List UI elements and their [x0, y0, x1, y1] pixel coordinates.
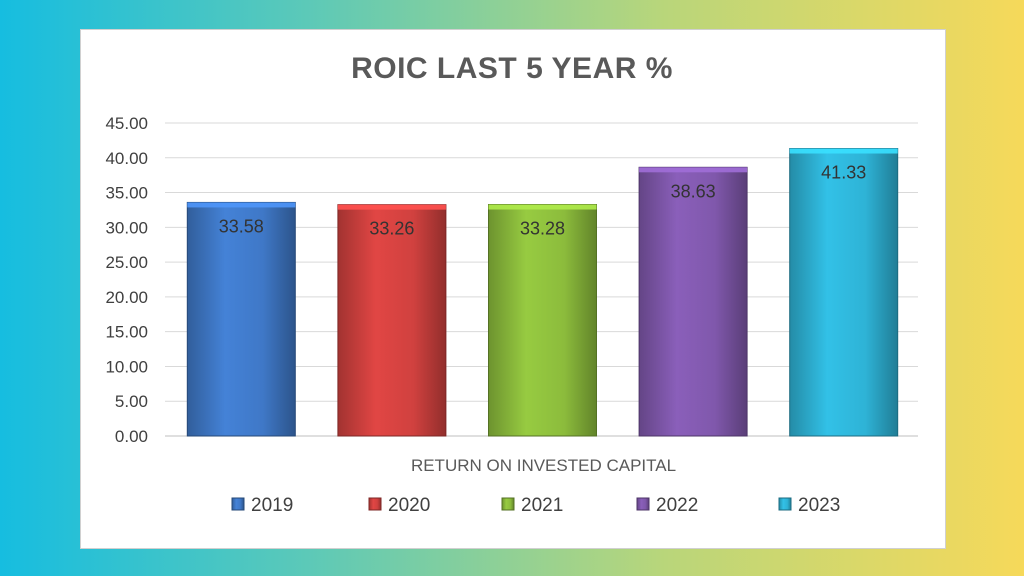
y-tick-label: 25.00 [105, 253, 148, 272]
legend-swatch-2023 [778, 497, 792, 511]
y-tick-label: 35.00 [105, 184, 148, 203]
y-tick-label: 30.00 [105, 218, 148, 237]
legend-label: 2020 [388, 495, 430, 516]
bar-top-2022 [639, 167, 748, 173]
bar-2022[interactable] [638, 166, 748, 437]
legend-swatch-2019 [231, 497, 245, 511]
bar-top-2023 [789, 148, 898, 154]
bar-2021[interactable] [488, 204, 597, 437]
bar-top-2021 [488, 204, 597, 210]
data-label: 33.26 [369, 219, 414, 239]
legend-label: 2019 [251, 495, 293, 516]
data-label: 33.28 [520, 219, 565, 239]
legend-swatch-2022 [636, 497, 650, 511]
y-tick-label: 5.00 [115, 392, 148, 411]
bar-top-2019 [187, 202, 296, 208]
chart-title: ROIC LAST 5 YEAR % [351, 52, 673, 85]
y-tick-label: 10.00 [105, 357, 148, 376]
x-category-label: RETURN ON INVESTED CAPITAL [411, 456, 676, 475]
data-label: 33.58 [219, 216, 264, 236]
y-tick-label: 45.00 [105, 114, 148, 133]
bar-2019[interactable] [186, 201, 296, 437]
legend-label: 2023 [798, 495, 840, 516]
legend-label: 2021 [521, 495, 563, 516]
y-tick-label: 40.00 [105, 149, 148, 168]
bar-top-2020 [337, 204, 446, 210]
y-tick-label: 20.00 [105, 288, 148, 307]
bar-2020[interactable] [337, 204, 447, 437]
y-tick-label: 15.00 [105, 323, 148, 342]
legend-swatch-2020 [368, 497, 382, 511]
data-label: 38.63 [671, 181, 716, 201]
data-label: 41.33 [821, 163, 866, 183]
bar-2023[interactable] [789, 148, 899, 437]
legend-label: 2022 [656, 495, 698, 516]
y-tick-label: 0.00 [115, 427, 148, 446]
legend-swatch-2021 [501, 497, 515, 511]
